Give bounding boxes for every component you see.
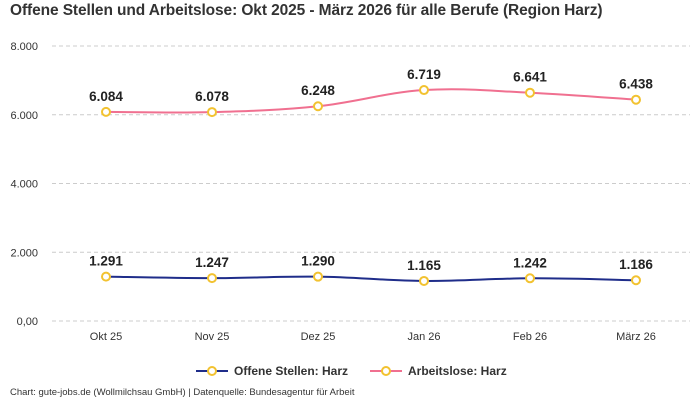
- y-tick-label: 4.000: [10, 179, 38, 191]
- y-tick-label: 0,00: [17, 316, 38, 328]
- data-point: [207, 107, 217, 118]
- data-point: [631, 94, 641, 105]
- x-tick-label: Dez 25: [301, 331, 336, 343]
- data-label: 6.719: [407, 67, 441, 82]
- legend: Offene Stellen: Harz Arbeitslose: Harz: [196, 364, 507, 378]
- series-arbeitslose: 6.084 6.078 6.248 6.719 6.641 6.438: [89, 67, 653, 118]
- x-tick-label: März 26: [616, 331, 656, 343]
- data-point: [631, 275, 641, 286]
- chart-credits: Chart: gute-jobs.de (Wollmilchsau GmbH) …: [10, 387, 355, 398]
- data-label: 6.084: [89, 89, 123, 104]
- data-point: [419, 85, 429, 96]
- y-tick-label: 2.000: [10, 247, 38, 259]
- data-point: [207, 273, 217, 284]
- data-label: 1.186: [619, 257, 653, 272]
- x-tick-label: Nov 25: [195, 331, 230, 343]
- data-point: [525, 87, 535, 98]
- data-label: 1.247: [195, 255, 229, 270]
- x-tick-label: Okt 25: [90, 331, 122, 343]
- data-label: 1.290: [301, 254, 335, 269]
- data-label: 6.641: [513, 70, 547, 85]
- legend-item-arbeitslose: Arbeitslose: Harz: [370, 364, 507, 378]
- data-point: [101, 106, 111, 117]
- data-label: 1.165: [407, 258, 441, 273]
- data-point: [419, 275, 429, 286]
- data-label: 6.248: [301, 83, 335, 98]
- data-label: 6.078: [195, 89, 229, 104]
- x-tick-label: Jan 26: [407, 331, 440, 343]
- data-point: [313, 271, 323, 282]
- legend-marker: [207, 366, 217, 376]
- legend-label: Arbeitslose: Harz: [408, 364, 507, 378]
- series-line: [105, 88, 637, 114]
- data-label: 6.438: [619, 77, 653, 92]
- legend-label: Offene Stellen: Harz: [234, 364, 348, 378]
- series-offene-stellen: 1.291 1.247 1.290 1.165 1.242 1.186: [89, 254, 653, 286]
- x-tick-label: Feb 26: [513, 331, 547, 343]
- data-label: 1.242: [513, 255, 547, 270]
- data-point: [101, 271, 111, 282]
- grid-group: 0,00 2.000 4.000 6.000 8.000: [10, 41, 690, 328]
- data-point: [525, 273, 535, 284]
- legend-marker: [381, 366, 391, 376]
- data-label: 1.291: [89, 254, 123, 269]
- legend-item-offene-stellen: Offene Stellen: Harz: [196, 364, 348, 378]
- y-tick-label: 8.000: [10, 41, 38, 53]
- series-line: [105, 275, 637, 282]
- y-tick-label: 6.000: [10, 110, 38, 122]
- data-point: [313, 101, 323, 112]
- chart-title: Offene Stellen und Arbeitslose: Okt 2025…: [10, 2, 603, 19]
